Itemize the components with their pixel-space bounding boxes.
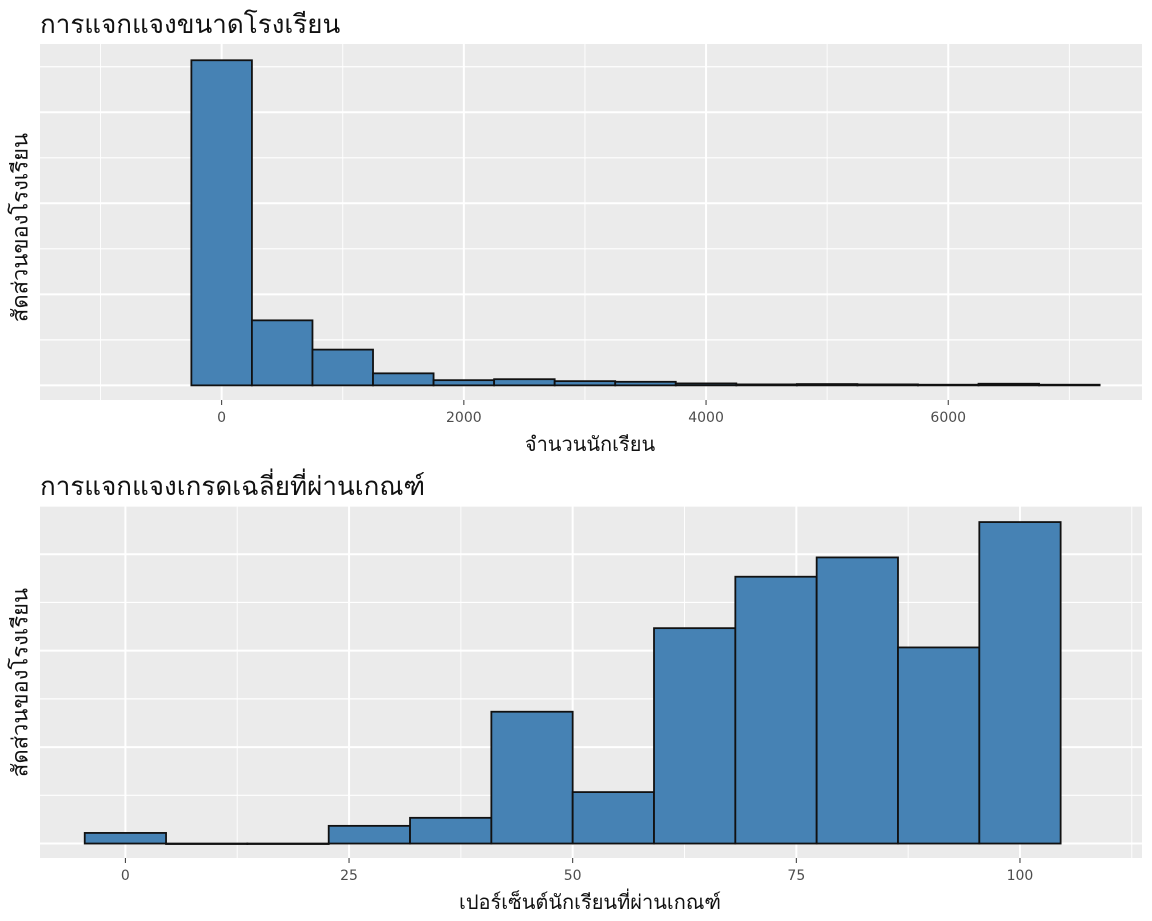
x-tick-label: 0: [121, 868, 130, 884]
chart-title-pass-rate: การแจกแจงเกรดเฉลี่ยที่ผ่านเกณฑ์: [40, 472, 426, 502]
y-axis-label-pass-rate: สัดส่วนของโรงเรียน: [8, 587, 34, 778]
histogram-bar: [553, 380, 617, 387]
histogram-bar: [251, 319, 314, 387]
histogram-bar: [977, 382, 1040, 387]
x-tick-label: 4000: [688, 410, 724, 426]
x-tick-label: 75: [787, 868, 805, 884]
y-axis-label-school-size: สัดส่วนของโรงเรียน: [8, 132, 34, 323]
histogram-bar: [83, 832, 167, 845]
histogram-bar: [856, 383, 919, 387]
x-axis-label-school-size: จำนวนนักเรียน: [524, 432, 656, 456]
histogram-school-size: 0 2000 4000 6000: [40, 44, 1142, 426]
x-tick-label: 2000: [446, 410, 482, 426]
histogram-bar: [917, 383, 980, 387]
histogram-bar: [246, 842, 330, 845]
histogram-bar: [327, 824, 411, 845]
x-tick-label: 100: [1007, 868, 1034, 884]
histogram-bar: [614, 380, 677, 387]
histogram-bar: [734, 575, 818, 845]
histogram-bar: [795, 383, 859, 387]
histogram-bar: [571, 791, 655, 845]
histogram-bar: [165, 842, 249, 845]
histogram-pass-rate: 0 25 50 75 100: [40, 505, 1142, 884]
x-axis-label-pass-rate: เปอร์เซ็นต์นักเรียนที่ผ่านเกณฑ์: [458, 890, 722, 914]
x-tick-label: 50: [564, 868, 582, 884]
histogram-bar: [815, 556, 899, 845]
chart-title-school-size: การแจกแจงขนาดโรงเรียน: [40, 10, 341, 40]
histogram-bar: [493, 378, 556, 387]
x-tick-label: 6000: [930, 410, 966, 426]
histogram-bar: [978, 521, 1062, 845]
histogram-bar: [490, 710, 574, 845]
x-tick-label: 25: [340, 868, 358, 884]
histogram-bar: [653, 627, 737, 845]
histogram-bar: [409, 816, 493, 845]
histogram-bar: [897, 646, 981, 845]
histogram-bar: [735, 383, 798, 387]
histogram-bar: [190, 59, 253, 387]
histogram-bar: [1038, 383, 1101, 387]
histogram-bar: [674, 382, 738, 387]
histogram-bar: [432, 379, 496, 387]
histogram-bar: [372, 372, 435, 387]
x-tick-label: 0: [217, 410, 226, 426]
histogram-bar: [311, 348, 374, 387]
